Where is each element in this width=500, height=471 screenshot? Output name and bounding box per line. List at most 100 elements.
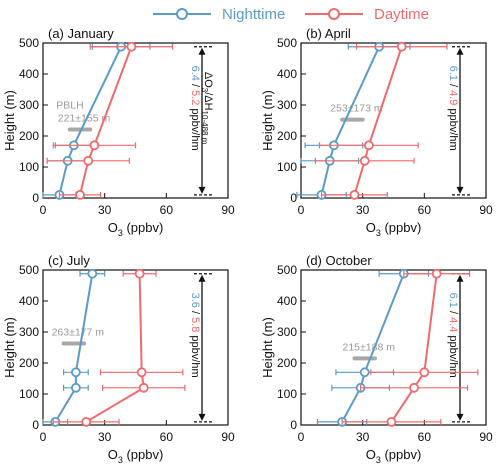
pblh-value: 253±173 m xyxy=(330,103,383,115)
y-tick-label: 100 xyxy=(277,160,297,174)
y-tick-label: 300 xyxy=(19,98,39,112)
x-tick-label: 0 xyxy=(298,430,305,444)
data-point xyxy=(87,268,98,279)
legend-night-marker xyxy=(176,8,188,20)
gradient-formula-label: ΔO3/ΔH10-488 m xyxy=(200,72,214,145)
x-tick-label: 30 xyxy=(356,203,370,217)
y-axis-label: Height (m) xyxy=(260,90,275,151)
data-point xyxy=(89,140,100,151)
series-line xyxy=(58,46,123,196)
y-tick-label: 100 xyxy=(19,160,39,174)
y-tick-label: 100 xyxy=(19,387,39,401)
x-tick-label: 0 xyxy=(298,203,305,217)
plot-frame xyxy=(42,269,229,426)
y-tick-label: 500 xyxy=(19,263,39,277)
y-tick-label: 200 xyxy=(277,129,297,143)
panel-2: (b) April 0 30 60 90 0 100 200 300 400 500 O3 (ppbv… xyxy=(260,26,493,238)
gradient-rate-label: 6.1 / 4.4 ppbv/hm xyxy=(447,293,459,378)
data-point xyxy=(70,367,81,378)
pblh-value: 221±155 m xyxy=(58,112,111,124)
series-line xyxy=(341,273,405,423)
y-tick-label: 400 xyxy=(277,67,297,81)
data-point xyxy=(396,41,407,52)
x-tick-label: 0 xyxy=(40,430,47,444)
plot-frame xyxy=(42,42,229,199)
panel-title: (c) July xyxy=(48,253,90,268)
x-axis-label: O3 (ppbv) xyxy=(108,220,164,238)
x-tick-label: 60 xyxy=(418,430,432,444)
y-axis-label: Height (m) xyxy=(260,317,275,378)
data-point xyxy=(70,382,81,393)
plot-frame xyxy=(300,42,487,199)
series-daytime xyxy=(52,268,186,427)
data-point xyxy=(83,155,94,166)
pblh-label: PBLH xyxy=(56,99,83,111)
x-tick-label: 0 xyxy=(40,203,47,217)
data-point xyxy=(134,268,145,279)
span-arrow-down-icon xyxy=(456,413,464,421)
data-point xyxy=(431,268,442,279)
series-daytime xyxy=(46,41,174,200)
series-daytime xyxy=(341,268,479,427)
panel-title: (a) January xyxy=(48,26,114,41)
panel-title: (d) October xyxy=(306,253,372,268)
data-point xyxy=(419,367,430,378)
y-tick-label: 100 xyxy=(277,387,297,401)
x-tick-label: 90 xyxy=(479,430,493,444)
data-point xyxy=(136,367,147,378)
series-nighttime xyxy=(42,268,106,427)
y-tick-label: 0 xyxy=(290,191,297,205)
span-arrow-up-icon xyxy=(456,274,464,282)
span-arrow-down-icon xyxy=(198,413,206,421)
y-axis-label: Height (m) xyxy=(2,90,17,151)
pblh-value: 263±177 m xyxy=(52,326,105,338)
legend: Nighttime Daytime xyxy=(153,6,429,23)
x-tick-label: 60 xyxy=(418,203,432,217)
x-axis-label: O3 (ppbv) xyxy=(366,447,422,465)
data-point xyxy=(386,416,397,427)
y-tick-label: 500 xyxy=(19,36,39,50)
data-point xyxy=(75,189,85,200)
span-arrow-up-icon xyxy=(456,47,464,55)
span-arrow-down-icon xyxy=(198,186,206,194)
y-tick-label: 500 xyxy=(277,36,297,50)
series-line xyxy=(390,273,438,423)
data-point xyxy=(363,140,374,151)
data-point xyxy=(409,382,419,393)
x-tick-label: 30 xyxy=(98,203,112,217)
y-tick-label: 400 xyxy=(19,67,39,81)
y-tick-label: 200 xyxy=(277,356,297,370)
data-point xyxy=(81,416,92,427)
y-tick-label: 300 xyxy=(277,325,297,339)
data-point xyxy=(126,41,137,52)
y-tick-label: 300 xyxy=(19,325,39,339)
x-tick-label: 30 xyxy=(98,430,112,444)
y-tick-label: 200 xyxy=(19,129,39,143)
y-tick-label: 500 xyxy=(277,263,297,277)
x-tick-label: 60 xyxy=(160,203,174,217)
series-line xyxy=(54,273,94,423)
span-arrow-up-icon xyxy=(198,274,206,282)
series-line xyxy=(79,46,133,196)
y-tick-label: 400 xyxy=(277,294,297,308)
legend-night-label: Nighttime xyxy=(222,6,285,23)
data-point xyxy=(359,155,370,166)
series-line xyxy=(85,273,145,423)
data-point xyxy=(138,382,149,393)
y-tick-label: 200 xyxy=(19,356,39,370)
x-tick-label: 90 xyxy=(221,430,235,444)
series-line xyxy=(320,46,381,196)
gradient-rate-label: 3.6 / 5.8 ppbv/hm xyxy=(189,293,201,378)
y-tick-label: 400 xyxy=(19,294,39,308)
panel-title: (b) April xyxy=(306,26,351,41)
x-axis-label: O3 (ppbv) xyxy=(108,447,164,465)
x-tick-label: 90 xyxy=(479,203,493,217)
series-line xyxy=(353,46,403,196)
legend-day-marker xyxy=(328,8,340,20)
data-point xyxy=(349,189,360,200)
y-tick-label: 0 xyxy=(290,418,297,432)
x-tick-label: 30 xyxy=(356,430,370,444)
y-tick-label: 0 xyxy=(32,191,39,205)
data-point xyxy=(359,367,370,378)
